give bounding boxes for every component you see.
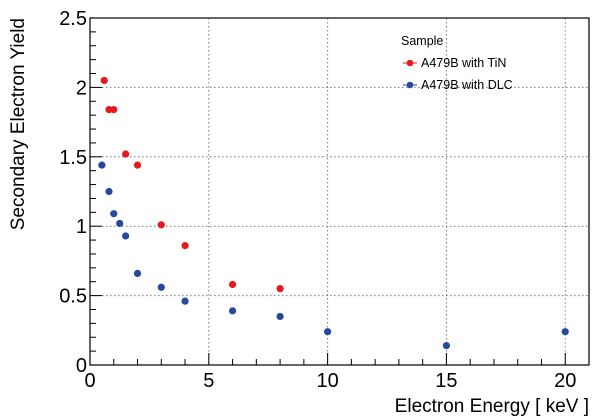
y-tick-label: 1.5 — [59, 147, 87, 169]
data-point-series-1 — [276, 312, 284, 321]
legend-title: Sample — [401, 34, 443, 48]
x-axis-title: Electron Energy [ keV ] — [395, 396, 589, 417]
data-points — [98, 76, 569, 350]
data-point-series-0 — [181, 242, 189, 250]
data-point-series-0 — [133, 161, 142, 169]
data-point-series-1 — [228, 307, 237, 315]
x-tick-label: 20 — [554, 370, 576, 392]
legend-marker-dlc — [406, 81, 414, 89]
data-point-series-1 — [442, 341, 451, 350]
y-tick-label: 2.5 — [59, 8, 87, 30]
plot-frame — [89, 17, 590, 366]
data-point-series-0 — [276, 285, 284, 293]
grid-lines — [90, 18, 589, 365]
y-tick-label: 0 — [76, 355, 87, 377]
y-tick-label: 2 — [76, 77, 87, 99]
data-point-series-1 — [110, 210, 118, 218]
legend: Sample A479B with TiN A479B with DLC — [401, 34, 513, 92]
data-point-series-1 — [98, 161, 106, 169]
data-point-series-1 — [157, 283, 165, 291]
data-point-series-0 — [157, 221, 165, 229]
data-point-series-1 — [122, 232, 130, 240]
y-tick-label: 0.5 — [59, 286, 87, 308]
data-point-series-0 — [228, 280, 237, 289]
data-point-series-1 — [561, 328, 569, 336]
x-tick-label: 15 — [435, 370, 457, 392]
data-point-series-1 — [116, 219, 124, 228]
legend-label-dlc: A479B with DLC — [421, 78, 513, 92]
y-tick-label: 1 — [76, 216, 87, 238]
legend-label-tin: A479B with TiN — [421, 56, 506, 70]
legend-entry-tin: A479B with TiN — [403, 56, 506, 70]
x-tick-label: 0 — [84, 370, 95, 392]
x-tick-label: 5 — [203, 370, 214, 392]
data-point-series-1 — [105, 187, 113, 196]
data-point-series-0 — [100, 76, 108, 85]
data-point-series-0 — [110, 106, 118, 114]
y-axis-title: Secondary Electron Yield — [8, 18, 29, 230]
legend-marker-tin — [406, 59, 414, 67]
tick-labels: 0 5 10 15 20 0 0.5 1 1.5 2 2.5 — [59, 8, 576, 392]
axis-ticks — [89, 17, 590, 366]
data-point-series-1 — [133, 269, 142, 277]
data-point-series-0 — [122, 150, 130, 158]
data-point-series-1 — [181, 297, 189, 305]
x-tick-label: 10 — [316, 370, 338, 392]
data-point-series-1 — [324, 328, 332, 336]
legend-entry-dlc: A479B with DLC — [403, 78, 513, 92]
